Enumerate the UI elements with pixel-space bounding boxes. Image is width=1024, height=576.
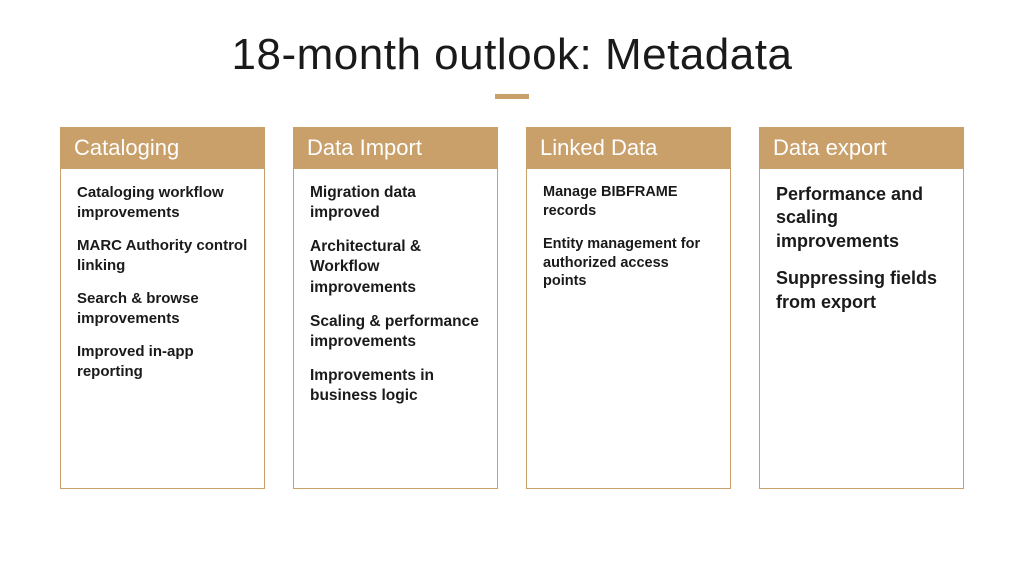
column-item: Entity management for authorized access … xyxy=(543,235,714,292)
column-header: Data export xyxy=(759,127,964,169)
slide-title: 18-month outlook: Metadata xyxy=(60,30,964,80)
column-body: Migration data improved Architectural & W… xyxy=(293,169,498,489)
column-item: Suppressing fields from export xyxy=(776,267,947,314)
column-item: Manage BIBFRAME records xyxy=(543,183,714,221)
column: CatalogingCataloging workflow improvemen… xyxy=(60,127,265,489)
column-item: Improvements in business logic xyxy=(310,366,481,406)
column: Data Import Migration data improved Archit… xyxy=(293,127,498,489)
column-item: Search & browse improvements xyxy=(77,289,248,328)
column-header: Cataloging xyxy=(60,127,265,169)
column-body: Manage BIBFRAME records Entity management… xyxy=(526,169,731,489)
column-item: Architectural & Workflow improvements xyxy=(310,237,481,297)
column-item: Scaling & performance improvements xyxy=(310,312,481,352)
column-body: Cataloging workflow improvements MARC Aut… xyxy=(60,169,265,489)
column-body: Performance and scaling improvements Supp… xyxy=(759,169,964,489)
columns-container: CatalogingCataloging workflow improvemen… xyxy=(60,127,964,489)
column-item: MARC Authority control linking xyxy=(77,236,248,275)
column-item: Performance and scaling improvements xyxy=(776,183,947,253)
column: Data exportPerformance and scaling impro… xyxy=(759,127,964,489)
column-header: Data Import xyxy=(293,127,498,169)
column-header: Linked Data xyxy=(526,127,731,169)
column-item: Improved in-app reporting xyxy=(77,342,248,381)
column-item: Migration data improved xyxy=(310,183,481,223)
slide: 18-month outlook: Metadata CatalogingCat… xyxy=(0,0,1024,576)
column-item: Cataloging workflow improvements xyxy=(77,183,248,222)
column: Linked Data Manage BIBFRAME records Entity… xyxy=(526,127,731,489)
title-divider xyxy=(495,94,529,99)
